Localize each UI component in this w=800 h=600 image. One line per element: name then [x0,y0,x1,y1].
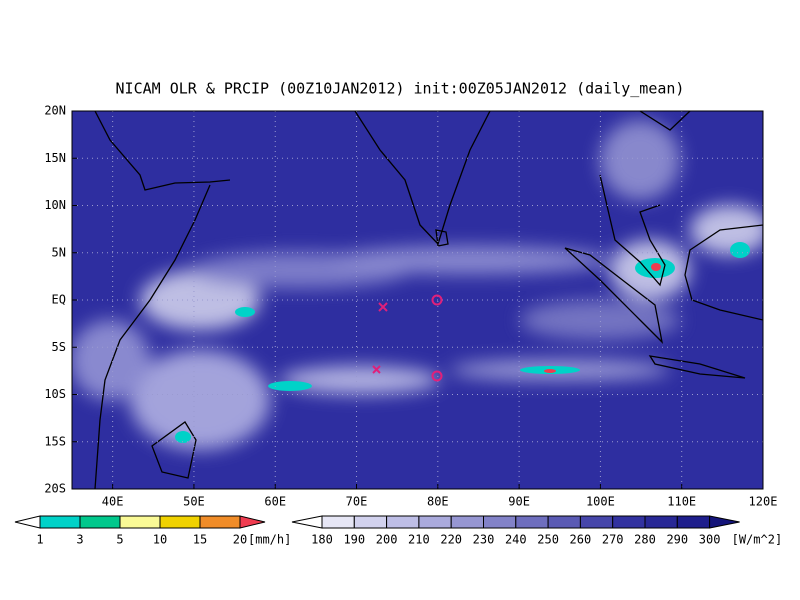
legend-box [353,515,388,529]
legend-box [199,515,241,529]
cloud-field [72,120,763,450]
legend-box [119,515,161,529]
legend-label: 180 [311,533,333,547]
legend-label: 15 [193,533,207,547]
y-tick-label: 15S [44,434,66,448]
coastline [354,111,491,246]
legend-box [39,515,81,529]
y-tick-label: 10S [44,387,66,401]
legend-label: 280 [634,533,656,547]
legend-label: 270 [602,533,624,547]
legend-box [321,515,355,529]
legend-box [159,515,201,529]
coastline [639,111,691,131]
legend-label: 200 [376,533,398,547]
legend-box [418,515,452,529]
title: NICAM OLR & PRCIP (00Z10JAN2012) init:00… [116,80,685,98]
legend-label: 230 [473,533,495,547]
legend-label: 5 [116,533,123,547]
legend-box [483,515,517,529]
y-tick-label: 10N [44,198,66,212]
x-marker [378,302,388,312]
coastline [94,111,231,191]
legend-label: 250 [537,533,559,547]
coastline [435,229,449,247]
y-tick-label: 5N [52,245,66,259]
legend-box [450,515,485,529]
legend-box [579,515,614,529]
x-tick-label: 100E [586,495,615,509]
legend-box [676,515,711,529]
coastline [684,224,763,321]
legend-label: 220 [440,533,462,547]
legend-label: 20 [233,533,247,547]
circle-marker [431,370,443,382]
legend-label: 300 [699,533,721,547]
x-tick-label: 90E [508,495,530,509]
y-tick-label: 15N [44,151,66,165]
x-tick-label: 60E [264,495,286,509]
coastline [648,355,746,379]
graticule [72,111,763,489]
map-field [72,111,763,489]
legend-box [644,515,678,529]
heavy-rain [544,263,661,373]
legend-label: 240 [505,533,527,547]
circle-marker [431,294,443,306]
legend-box [612,515,646,529]
x-tick-label: 80E [427,495,449,509]
legend-box [547,515,581,529]
coastline [564,247,664,344]
legend-triangle [14,515,41,529]
legend-label: 3 [76,533,83,547]
legend-label: 260 [570,533,592,547]
x-marker [372,365,381,374]
x-tick-label: 120E [749,495,778,509]
legend-label: 1 [36,533,43,547]
markers [372,294,443,382]
legend-label: 290 [666,533,688,547]
legend-label: 210 [408,533,430,547]
y-tick-label: EQ [52,293,66,307]
legend-triangle [291,515,323,529]
coastline [599,174,666,287]
y-tick-label: 20S [44,482,66,496]
legend-triangle [239,515,266,529]
color-legends: 1 3 5 10 15 20 [mm/h] 180 190 200 210 220 230 240 250 2… [14,515,783,547]
legend-box [515,515,549,529]
y-tick-label: 20N [44,104,66,118]
x-tick-label: 40E [102,495,124,509]
coastline [94,184,211,489]
x-tick-label: 70E [346,495,368,509]
legend-label: 10 [153,533,167,547]
legend-unit: [W/m^2] [732,533,783,547]
legend-unit: [mm/h] [248,533,291,547]
x-tick-label: 110E [667,495,696,509]
legend-box [386,515,420,529]
x-tick-label: 50E [183,495,205,509]
legend-label: 190 [343,533,365,547]
legend-triangle [709,515,740,529]
legend-box [79,515,121,529]
y-tick-label: 5S [52,340,66,354]
